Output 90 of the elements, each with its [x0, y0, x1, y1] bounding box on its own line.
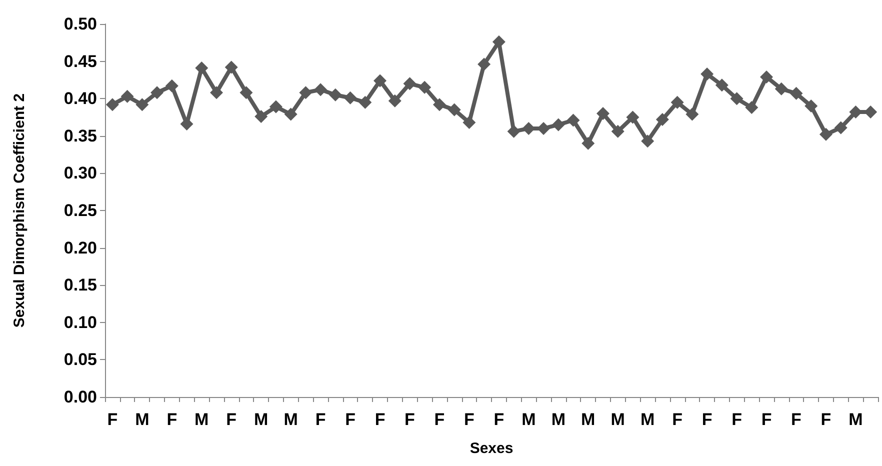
point — [522, 122, 536, 135]
x-tick-label: M — [848, 410, 863, 429]
point — [626, 110, 640, 124]
point — [150, 86, 164, 100]
point — [804, 100, 818, 113]
x-tick-label: F — [166, 410, 178, 429]
point — [760, 70, 774, 84]
point — [224, 60, 238, 74]
point — [507, 124, 520, 138]
y-tick-label: 0.30 — [64, 164, 97, 183]
point — [582, 136, 595, 150]
point — [596, 107, 610, 120]
y-tick-label: 0.00 — [64, 388, 97, 406]
point — [686, 108, 699, 121]
y-tick-label: 0.10 — [64, 312, 97, 332]
point — [656, 112, 669, 126]
x-tick-label: F — [345, 410, 356, 429]
y-tick-label: 0.50 — [64, 14, 97, 34]
y-tick-label: 0.15 — [64, 276, 97, 295]
y-tick-label: 0.40 — [64, 89, 97, 108]
x-tick-label: M — [581, 410, 596, 429]
point — [210, 86, 223, 100]
point — [136, 98, 149, 112]
point — [358, 96, 372, 109]
point — [864, 106, 878, 119]
point — [269, 100, 282, 114]
x-tick-label: F — [374, 410, 386, 429]
x-tick-label: F — [732, 410, 742, 429]
point — [774, 82, 788, 96]
x-tick-label: F — [761, 410, 772, 429]
point — [700, 67, 714, 80]
point — [566, 114, 580, 127]
x-tick-label: F — [434, 410, 445, 429]
y-tick-label: 0.05 — [64, 350, 97, 370]
x-tick-label: M — [194, 410, 209, 429]
point — [284, 108, 298, 121]
point — [552, 118, 565, 132]
x-tick-label: M — [551, 410, 566, 429]
x-tick-label: F — [226, 410, 237, 429]
point — [611, 124, 624, 138]
point — [537, 122, 550, 135]
point — [834, 121, 848, 134]
point — [299, 86, 312, 100]
point — [715, 78, 728, 92]
point — [790, 86, 803, 100]
point — [344, 91, 357, 104]
y-axis-title: Sexual Dimorphism Coefficient 2 — [11, 93, 28, 328]
x-tick-label: M — [610, 410, 625, 429]
x-tick-label: M — [640, 410, 655, 429]
point — [254, 110, 268, 124]
point — [849, 106, 862, 119]
x-tick-label: F — [702, 410, 712, 429]
point — [462, 116, 476, 129]
x-tick-label: F — [404, 410, 415, 429]
point — [195, 62, 208, 75]
point — [120, 90, 134, 103]
point — [418, 80, 432, 94]
point — [374, 74, 387, 88]
x-tick-label: M — [522, 410, 536, 429]
point — [670, 96, 684, 109]
point — [240, 86, 253, 100]
point — [745, 101, 758, 114]
x-tick-label: M — [284, 410, 298, 429]
point — [819, 128, 832, 141]
y-tick-label: 0.45 — [64, 52, 97, 71]
y-tick-label: 0.20 — [64, 238, 97, 258]
y-tick-label: 0.35 — [64, 126, 97, 146]
x-tick-label: F — [791, 410, 802, 429]
point — [730, 92, 744, 106]
point — [448, 103, 461, 116]
point — [432, 98, 446, 112]
point — [641, 134, 654, 148]
x-tick-label: F — [820, 410, 832, 429]
x-tick-label: F — [494, 410, 504, 429]
x-tick-label: M — [135, 410, 150, 429]
point — [403, 77, 416, 90]
point — [328, 88, 342, 102]
x-tick-label: M — [254, 410, 268, 429]
y-tick-label: 0.25 — [64, 201, 97, 220]
x-tick-label: F — [107, 410, 118, 429]
point — [314, 83, 328, 96]
point — [478, 58, 491, 71]
point — [165, 79, 178, 92]
x-tick-label: F — [315, 410, 326, 429]
point — [106, 98, 119, 112]
point — [388, 94, 402, 108]
x-tick-label: F — [672, 410, 683, 429]
x-tick-label: F — [464, 410, 474, 429]
point — [492, 35, 506, 48]
x-axis-title: Sexes — [470, 440, 514, 457]
